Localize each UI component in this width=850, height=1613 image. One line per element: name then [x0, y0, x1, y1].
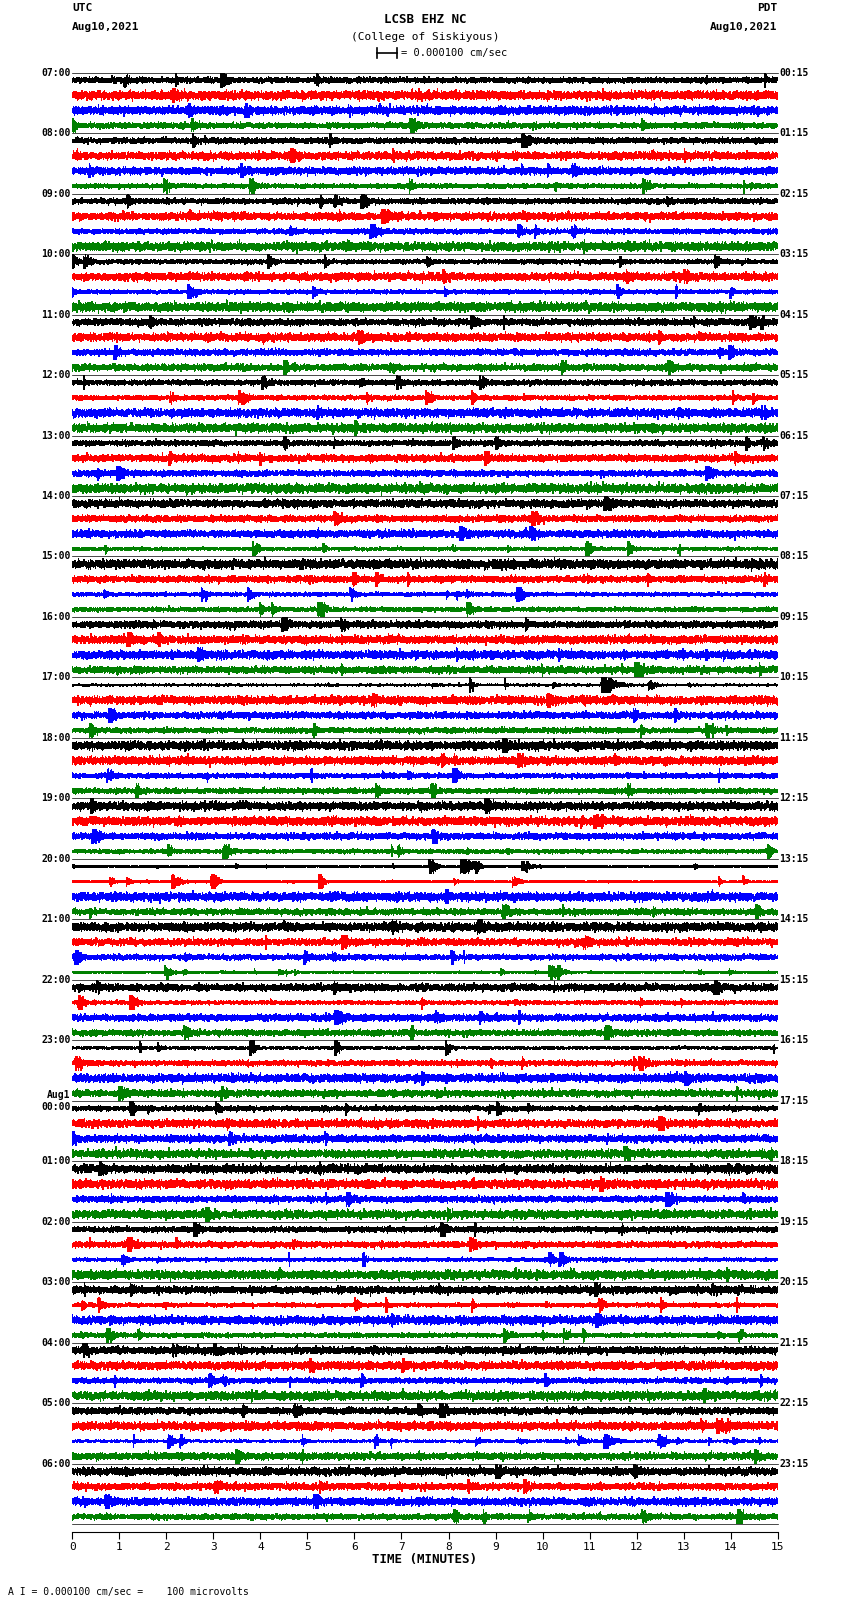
Text: 19:00: 19:00 — [41, 794, 71, 803]
Text: 02:00: 02:00 — [41, 1216, 71, 1227]
Text: 18:00: 18:00 — [41, 732, 71, 744]
Text: 17:00: 17:00 — [41, 673, 71, 682]
Text: 02:15: 02:15 — [779, 189, 809, 198]
Text: Aug10,2021: Aug10,2021 — [72, 23, 139, 32]
Text: 03:00: 03:00 — [41, 1277, 71, 1287]
Text: Aug10,2021: Aug10,2021 — [711, 23, 778, 32]
Text: (College of Siskiyous): (College of Siskiyous) — [351, 32, 499, 42]
Text: 09:00: 09:00 — [41, 189, 71, 198]
Text: 00:15: 00:15 — [779, 68, 809, 77]
Text: 22:15: 22:15 — [779, 1398, 809, 1408]
Text: 15:15: 15:15 — [779, 974, 809, 986]
Text: 13:00: 13:00 — [41, 431, 71, 440]
Text: 05:00: 05:00 — [41, 1398, 71, 1408]
Text: = 0.000100 cm/sec: = 0.000100 cm/sec — [401, 48, 507, 58]
Text: 20:00: 20:00 — [41, 853, 71, 865]
Text: 23:15: 23:15 — [779, 1458, 809, 1469]
Text: 21:00: 21:00 — [41, 915, 71, 924]
Text: 18:15: 18:15 — [779, 1157, 809, 1166]
Text: 12:15: 12:15 — [779, 794, 809, 803]
Text: PDT: PDT — [757, 3, 778, 13]
Text: 07:00: 07:00 — [41, 68, 71, 77]
Text: 08:15: 08:15 — [779, 552, 809, 561]
Text: UTC: UTC — [72, 3, 93, 13]
Text: Aug1: Aug1 — [47, 1090, 71, 1100]
Text: 04:00: 04:00 — [41, 1337, 71, 1348]
Text: 10:15: 10:15 — [779, 673, 809, 682]
Text: A I = 0.000100 cm/sec =    100 microvolts: A I = 0.000100 cm/sec = 100 microvolts — [8, 1587, 249, 1597]
Text: 10:00: 10:00 — [41, 248, 71, 260]
Text: 13:15: 13:15 — [779, 853, 809, 865]
Text: 01:15: 01:15 — [779, 127, 809, 139]
Text: LCSB EHZ NC: LCSB EHZ NC — [383, 13, 467, 26]
Text: 04:15: 04:15 — [779, 310, 809, 319]
Text: 06:00: 06:00 — [41, 1458, 71, 1469]
Text: 07:15: 07:15 — [779, 490, 809, 502]
Text: 16:00: 16:00 — [41, 611, 71, 623]
Text: 05:15: 05:15 — [779, 369, 809, 381]
Text: 15:00: 15:00 — [41, 552, 71, 561]
Text: 00:00: 00:00 — [41, 1102, 71, 1113]
Text: 14:00: 14:00 — [41, 490, 71, 502]
Text: 21:15: 21:15 — [779, 1337, 809, 1348]
Text: 20:15: 20:15 — [779, 1277, 809, 1287]
Text: 12:00: 12:00 — [41, 369, 71, 381]
Text: TIME (MINUTES): TIME (MINUTES) — [372, 1553, 478, 1566]
Text: 14:15: 14:15 — [779, 915, 809, 924]
Text: 16:15: 16:15 — [779, 1036, 809, 1045]
Text: 22:00: 22:00 — [41, 974, 71, 986]
Text: 06:15: 06:15 — [779, 431, 809, 440]
Text: 23:00: 23:00 — [41, 1036, 71, 1045]
Text: 11:00: 11:00 — [41, 310, 71, 319]
Text: 17:15: 17:15 — [779, 1095, 809, 1107]
Text: 03:15: 03:15 — [779, 248, 809, 260]
Text: 01:00: 01:00 — [41, 1157, 71, 1166]
Text: 19:15: 19:15 — [779, 1216, 809, 1227]
Text: 11:15: 11:15 — [779, 732, 809, 744]
Text: 09:15: 09:15 — [779, 611, 809, 623]
Text: 08:00: 08:00 — [41, 127, 71, 139]
